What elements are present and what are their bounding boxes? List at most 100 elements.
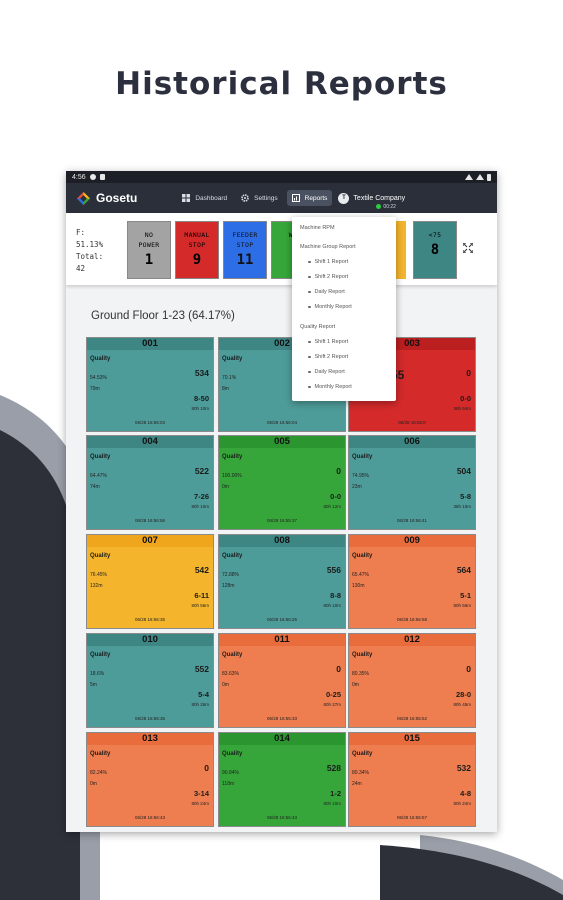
machine-card[interactable]: 007 Quality 76.45% 132m 542 6-11 80h 56m 06/28 … bbox=[86, 534, 214, 629]
summary-manual-stop[interactable]: MANUAL STOP 9 bbox=[175, 221, 219, 279]
summary-label: FEEDER STOP bbox=[232, 231, 258, 249]
bullet-icon bbox=[308, 370, 311, 374]
machine-card[interactable]: 015 Quality 80.34% 24m 532 4-8 80h 24m 06/28 16… bbox=[348, 732, 476, 827]
nav-settings[interactable]: Settings bbox=[236, 190, 283, 206]
machine-efficiency: 72.88% bbox=[222, 572, 239, 578]
machine-elapsed: 80h 26m bbox=[191, 702, 209, 707]
machine-shift: 6-11 bbox=[194, 591, 209, 600]
menu-group-shift2[interactable]: Shift 2 Report bbox=[308, 274, 348, 280]
machine-elapsed: 80h 27m bbox=[323, 702, 341, 707]
menu-machine-group-report[interactable]: Machine Group Report bbox=[300, 244, 356, 250]
machine-efficiency: 90.84% bbox=[222, 770, 239, 776]
machine-shift: 8-50 bbox=[193, 394, 209, 403]
machine-id: 015 bbox=[349, 733, 475, 745]
menu-group-daily[interactable]: Daily Report bbox=[308, 289, 345, 295]
machine-quality: Quality bbox=[352, 454, 373, 460]
machine-efficiency: 76.45% bbox=[90, 572, 107, 578]
notification-icon bbox=[99, 174, 105, 180]
machine-duration: 128m bbox=[222, 583, 235, 589]
summary-below-75[interactable]: <75 8 bbox=[413, 221, 457, 279]
machine-card[interactable]: 006 Quality 74.95% 23m 504 5-8 38h 10m 06/28 16… bbox=[348, 435, 476, 530]
machine-id: 010 bbox=[87, 634, 213, 646]
menu-quality-daily[interactable]: Daily Report bbox=[308, 369, 345, 375]
machine-card[interactable]: 005 Quality 100.00% 0m 0 0-0 80h 12m 06/28 16:5… bbox=[218, 435, 346, 530]
menu-quality-report[interactable]: Quality Report bbox=[300, 324, 336, 330]
machine-card[interactable]: 010 Quality 18.6% 5m 552 5-4 80h 26m 06/28 16:5… bbox=[86, 633, 214, 728]
machine-duration: 0m bbox=[222, 484, 229, 490]
machine-elapsed: 80h 45m bbox=[453, 702, 471, 707]
summary-value: 1 bbox=[144, 252, 154, 268]
fullscreen-icon[interactable] bbox=[463, 243, 473, 253]
machine-duration: 118m bbox=[222, 781, 235, 787]
machine-timestamp: 06/28 16:56:25 bbox=[266, 617, 298, 622]
machine-shift: 5-4 bbox=[198, 690, 209, 699]
battery-icon bbox=[487, 173, 491, 181]
efficiency-stats: F: 51.13% Total: 42 bbox=[76, 227, 103, 275]
nav-dashboard[interactable]: Dashboard bbox=[177, 190, 232, 206]
menu-quality-shift2[interactable]: Shift 2 Report bbox=[308, 354, 348, 360]
menu-quality-shift1[interactable]: Shift 1 Report bbox=[308, 339, 348, 345]
machine-timestamp: 06/28 16:56:56 bbox=[134, 518, 166, 523]
headline: Historical Reports bbox=[115, 66, 448, 102]
online-dot-icon bbox=[376, 204, 382, 209]
avatar: T bbox=[338, 192, 350, 204]
machine-timestamp: 06/28 16:55:37 bbox=[266, 518, 298, 523]
stat-total-label: Total: bbox=[76, 252, 104, 261]
machine-shift: 28-0 bbox=[455, 690, 471, 699]
machine-card[interactable]: 001 Quality 54.53% 79m 534 8-50 80h 10m 06/28 1… bbox=[86, 337, 214, 432]
machine-duration: 0m bbox=[222, 682, 229, 688]
machine-elapsed: 80h 10m bbox=[191, 406, 209, 411]
machine-quality: Quality bbox=[90, 356, 111, 362]
stat-f-value: 51.13% bbox=[76, 240, 104, 249]
machine-id: 013 bbox=[87, 733, 213, 745]
floor-title: Ground Floor 1-23 (64.17%) bbox=[91, 310, 235, 322]
menu-machine-rpm[interactable]: Machine RPM bbox=[300, 225, 335, 231]
machine-efficiency: 74.95% bbox=[352, 473, 369, 479]
reports-dropdown: Machine RPM Machine Group Report Shift 1… bbox=[292, 217, 396, 401]
summary-label: <75 bbox=[428, 231, 442, 239]
online-status: 00:22 bbox=[376, 204, 396, 210]
summary-feeder-stop[interactable]: FEEDER STOP 11 bbox=[223, 221, 267, 279]
bullet-icon bbox=[308, 340, 311, 344]
summary-bar: F: 51.13% Total: 42 NO POWER 1 MANUAL STOP… bbox=[66, 213, 497, 285]
machine-card[interactable]: 002 Quality 70.1% 8m 06/28 16:56:04 bbox=[218, 337, 346, 432]
machine-elapsed: 38h 10m bbox=[453, 504, 471, 509]
machine-shift: 3-14 bbox=[193, 789, 209, 798]
machine-efficiency: 100.00% bbox=[222, 473, 242, 479]
machine-card[interactable]: 014 Quality 90.84% 118m 528 1-2 80h 10m 06/28 1… bbox=[218, 732, 346, 827]
machine-card[interactable]: 013 Quality 82.24% 0m 0 3-14 80h 24m 06/28 16:5… bbox=[86, 732, 214, 827]
clock: 4:56 bbox=[72, 173, 86, 181]
app-bar: Gosetu Dashboard Settings Reports T Text… bbox=[66, 183, 497, 213]
menu-quality-monthly[interactable]: Monthly Report bbox=[308, 384, 352, 390]
summary-no-power[interactable]: NO POWER 1 bbox=[127, 221, 171, 279]
machine-elapsed: 80h 56m bbox=[191, 603, 209, 608]
machine-card[interactable]: 004 Quality 64.47% 74m 522 7-26 80h 10m 06/28 1… bbox=[86, 435, 214, 530]
user-menu[interactable]: T Textile Company 00:22 bbox=[338, 192, 405, 210]
menu-group-shift1[interactable]: Shift 1 Report bbox=[308, 259, 348, 265]
summary-value: 9 bbox=[192, 252, 202, 268]
machine-efficiency: 65.47% bbox=[352, 572, 369, 578]
summary-value: 8 bbox=[430, 242, 440, 258]
machine-id: 005 bbox=[219, 436, 345, 448]
machine-count: 564 bbox=[456, 565, 471, 575]
machine-card[interactable]: 008 Quality 72.88% 128m 556 8-8 80h 10m 06/28 1… bbox=[218, 534, 346, 629]
machine-quality: Quality bbox=[222, 751, 243, 757]
machine-elapsed: 80h 24m bbox=[453, 801, 471, 806]
machine-elapsed: 38h 54m bbox=[453, 406, 471, 411]
signal-icon bbox=[476, 174, 484, 180]
machine-id: 004 bbox=[87, 436, 213, 448]
machine-card[interactable]: 011 Quality 83.63% 0m 0 0-25 80h 27m 06/28 16:5… bbox=[218, 633, 346, 728]
machine-duration: 8m bbox=[222, 386, 229, 392]
machine-card[interactable]: 012 Quality 80.35% 0m 0 28-0 80h 45m 06/28 16:5… bbox=[348, 633, 476, 728]
machine-shift: 8-8 bbox=[330, 591, 341, 600]
machine-card[interactable]: 009 Quality 65.47% 130m 564 5-1 80h 56m 06/28 1… bbox=[348, 534, 476, 629]
machine-timestamp: 06/28 16:56:35 bbox=[134, 716, 166, 721]
machine-elapsed: 80h 12m bbox=[323, 504, 341, 509]
machine-timestamp: 06/28 16:55:52 bbox=[396, 716, 428, 721]
machine-quality: Quality bbox=[90, 652, 111, 658]
machine-count: 0 bbox=[466, 664, 471, 674]
nav-reports[interactable]: Reports bbox=[286, 190, 333, 206]
settings-status-icon bbox=[89, 174, 96, 180]
menu-group-monthly[interactable]: Monthly Report bbox=[308, 304, 352, 310]
brand[interactable]: Gosetu bbox=[76, 191, 137, 206]
